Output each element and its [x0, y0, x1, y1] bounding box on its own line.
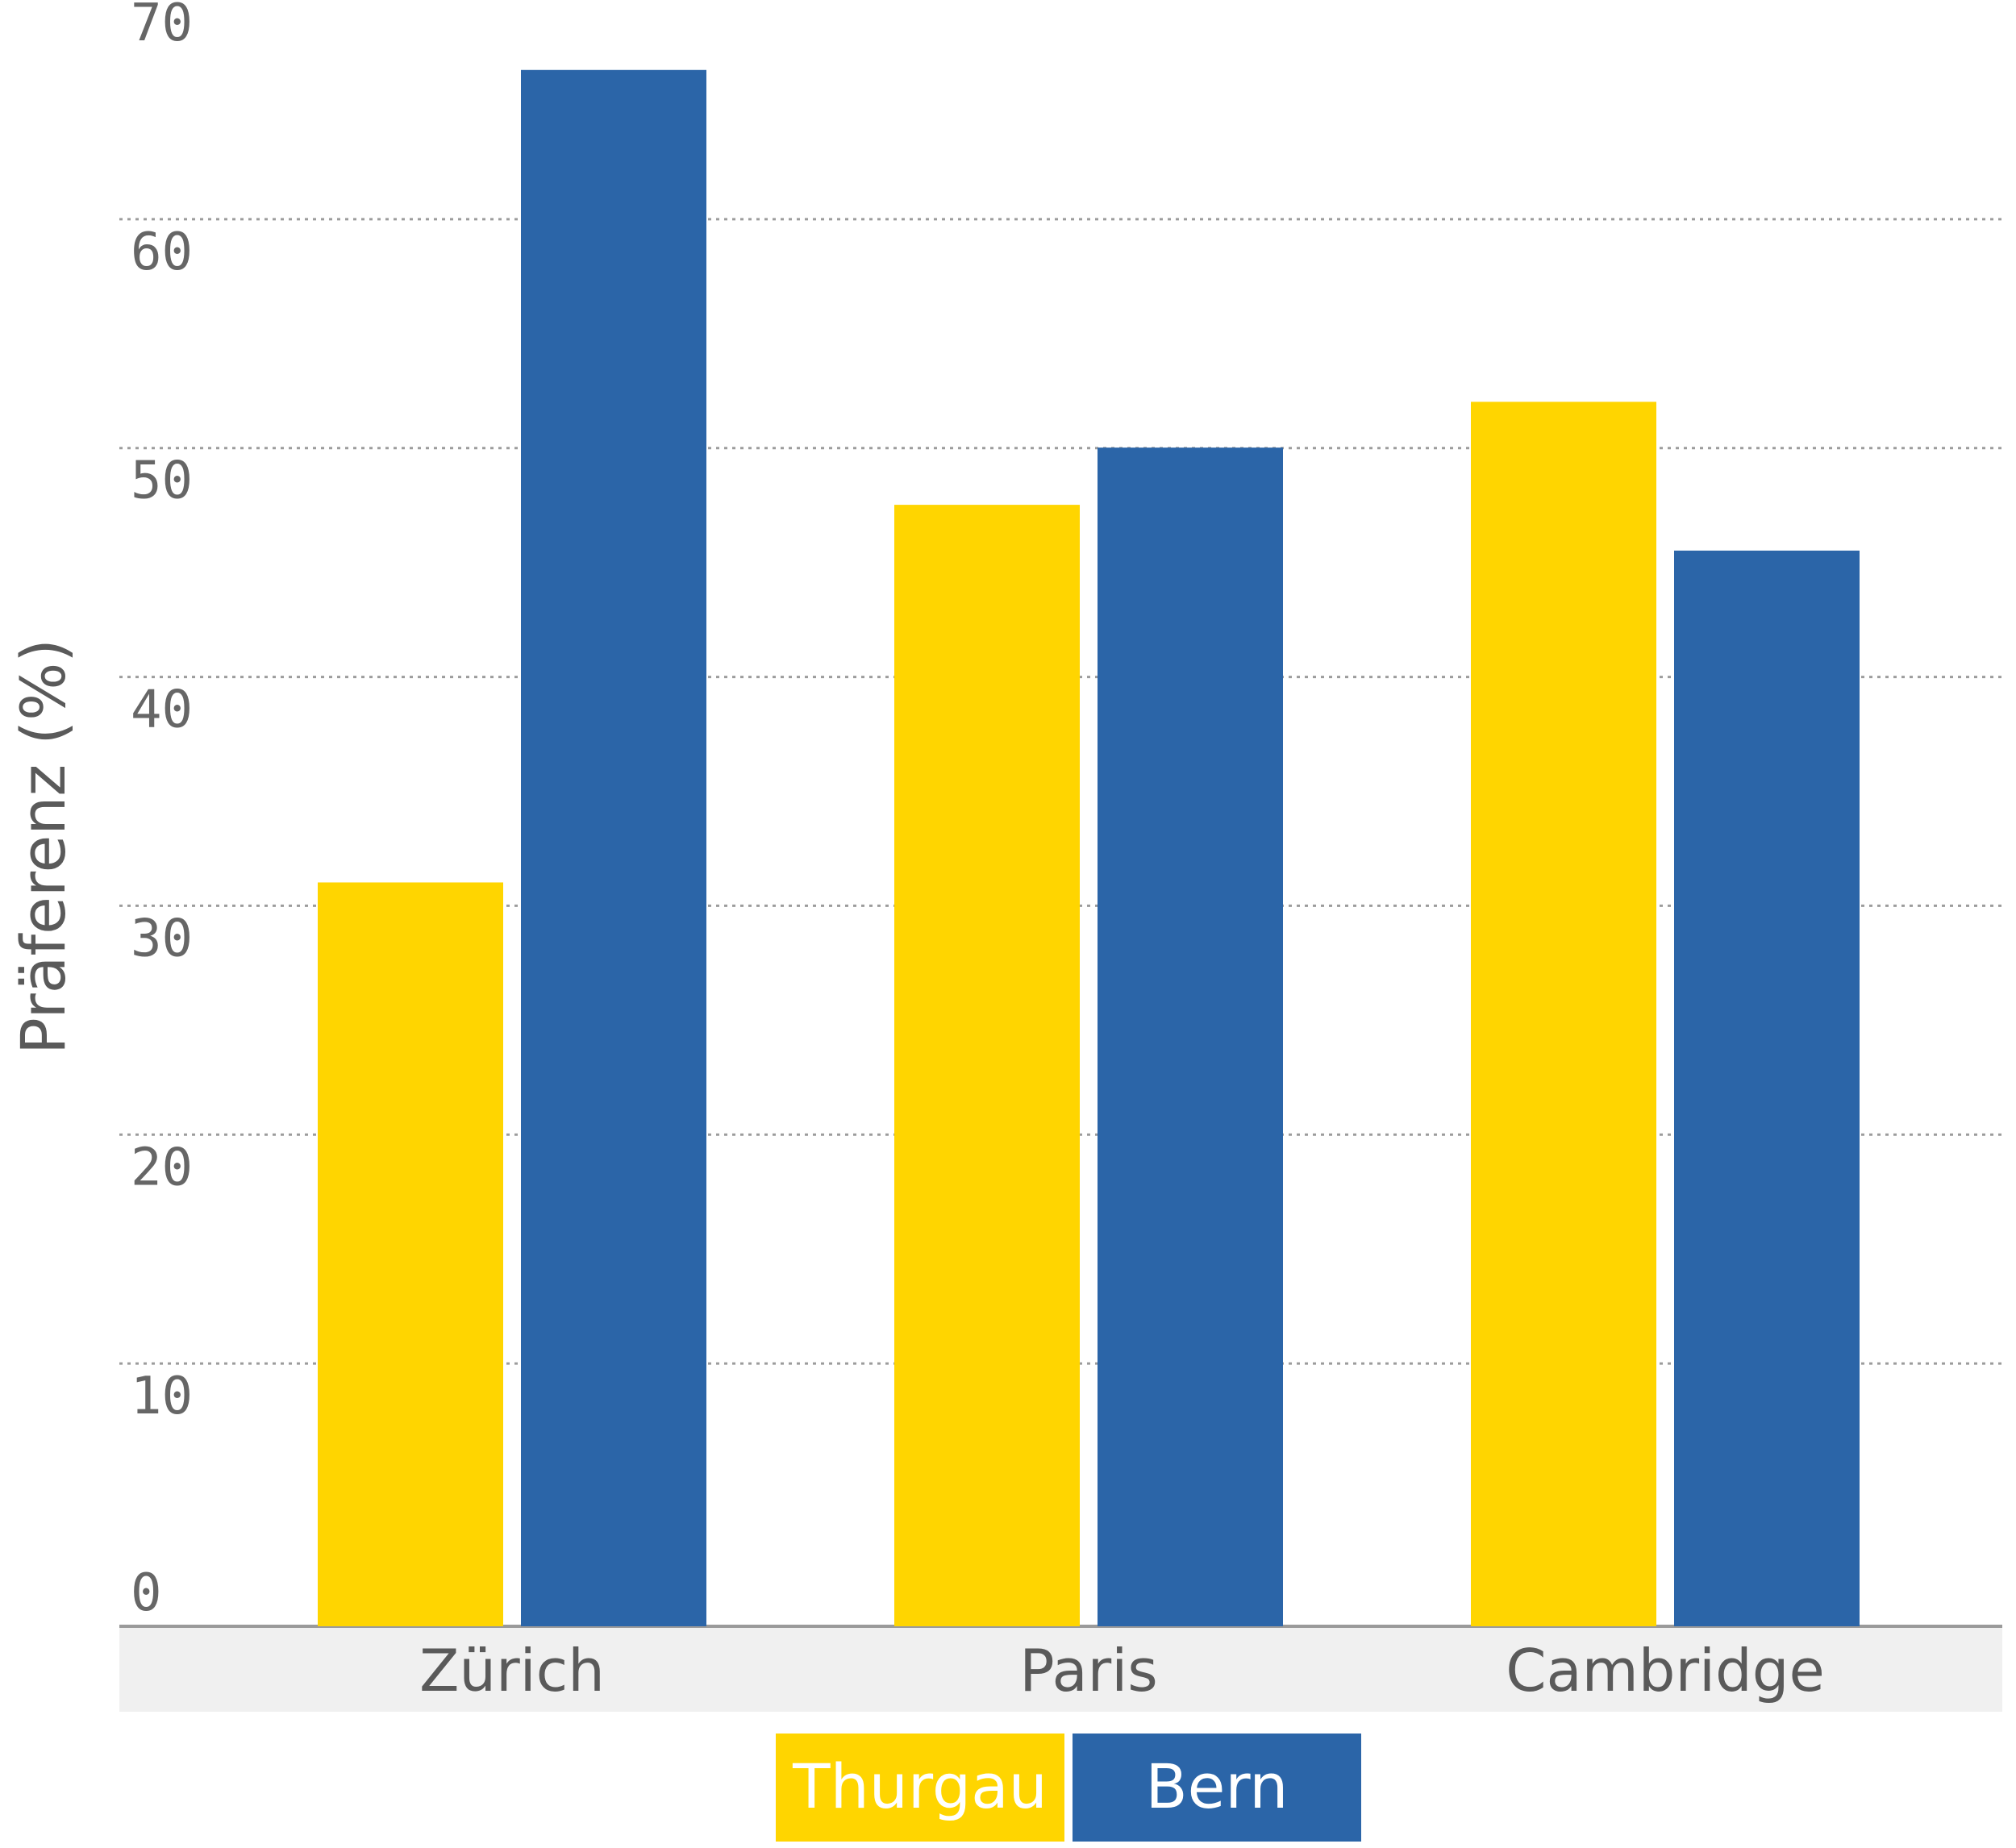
bars: [318, 69, 1860, 1627]
y-tick-label: 10: [131, 1367, 193, 1426]
legend-label: Bern: [1146, 1750, 1289, 1822]
legend-swatch-bern: [1073, 1734, 1361, 1842]
legend: Thurgau Bern: [776, 1734, 1361, 1842]
y-tick-label: 40: [131, 681, 193, 740]
bar-bern-1: [1098, 447, 1283, 1626]
x-category-label: Paris: [1019, 1637, 1157, 1704]
legend-swatch-thurgau: [776, 1734, 1064, 1842]
x-category-label: Cambridge: [1506, 1637, 1825, 1704]
x-category-label: Zürich: [419, 1637, 605, 1704]
legend-label: Thurgau: [792, 1750, 1048, 1822]
y-tick-label: 20: [131, 1138, 193, 1197]
y-axis-ticks: 0 10 20 30 40 50 60 70: [131, 0, 193, 1623]
bar-bern-2: [1674, 550, 1860, 1627]
y-tick-label: 30: [131, 909, 193, 968]
bar-bern-0: [521, 69, 706, 1626]
y-axis-title: Präferenz (%): [7, 639, 79, 1055]
y-tick-label: 60: [131, 223, 193, 282]
y-tick-label: 70: [131, 0, 193, 53]
bar-thurgau-0: [318, 882, 503, 1626]
bar-thurgau-2: [1471, 402, 1656, 1627]
bar-thurgau-1: [894, 505, 1080, 1626]
x-axis-categories: Zürich Paris Cambridge: [419, 1637, 1825, 1704]
y-tick-label: 0: [131, 1563, 162, 1623]
x-axis-band: [119, 1626, 2002, 1712]
y-tick-label: 50: [131, 452, 193, 511]
